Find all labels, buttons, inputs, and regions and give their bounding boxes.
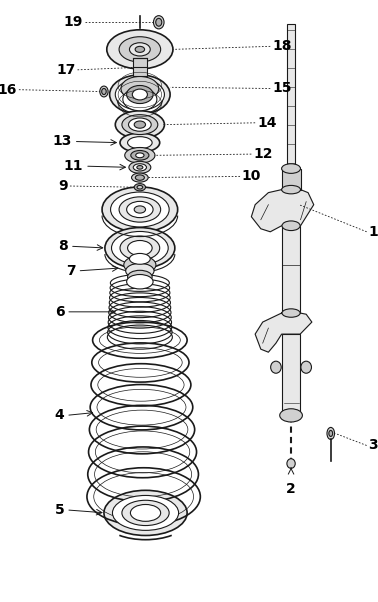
Ellipse shape bbox=[156, 18, 162, 26]
Text: 2: 2 bbox=[286, 482, 296, 495]
Ellipse shape bbox=[125, 264, 154, 278]
Text: 10: 10 bbox=[242, 169, 261, 184]
Ellipse shape bbox=[137, 166, 143, 169]
Ellipse shape bbox=[102, 88, 106, 95]
Text: 6: 6 bbox=[55, 305, 64, 319]
Polygon shape bbox=[251, 190, 314, 232]
Ellipse shape bbox=[119, 37, 161, 62]
Text: 1: 1 bbox=[369, 225, 378, 239]
Bar bbox=[282, 334, 300, 415]
Ellipse shape bbox=[134, 206, 146, 213]
Text: 8: 8 bbox=[58, 239, 68, 253]
Ellipse shape bbox=[137, 185, 143, 189]
Ellipse shape bbox=[102, 187, 178, 232]
Ellipse shape bbox=[282, 411, 300, 420]
Ellipse shape bbox=[301, 361, 311, 373]
Text: 9: 9 bbox=[59, 179, 68, 193]
Text: 4: 4 bbox=[54, 408, 64, 423]
Ellipse shape bbox=[129, 253, 150, 264]
Text: 7: 7 bbox=[66, 264, 76, 278]
Ellipse shape bbox=[120, 236, 160, 260]
Ellipse shape bbox=[121, 76, 159, 101]
Ellipse shape bbox=[131, 150, 149, 160]
Ellipse shape bbox=[132, 89, 147, 100]
Ellipse shape bbox=[327, 427, 335, 439]
Ellipse shape bbox=[104, 490, 187, 536]
Ellipse shape bbox=[130, 504, 161, 521]
Ellipse shape bbox=[129, 118, 151, 131]
Ellipse shape bbox=[153, 16, 164, 29]
Text: 5: 5 bbox=[54, 503, 64, 517]
Text: 19: 19 bbox=[64, 15, 83, 29]
Ellipse shape bbox=[136, 153, 144, 158]
Ellipse shape bbox=[134, 184, 146, 191]
Text: 17: 17 bbox=[56, 63, 76, 77]
Polygon shape bbox=[255, 313, 312, 352]
Ellipse shape bbox=[134, 121, 146, 128]
Ellipse shape bbox=[135, 46, 144, 52]
Ellipse shape bbox=[123, 88, 157, 111]
Ellipse shape bbox=[282, 185, 301, 194]
Ellipse shape bbox=[282, 221, 300, 231]
Ellipse shape bbox=[280, 409, 302, 422]
Text: 3: 3 bbox=[369, 438, 378, 453]
Text: 14: 14 bbox=[257, 116, 277, 130]
Text: 18: 18 bbox=[272, 39, 292, 54]
Text: 16: 16 bbox=[0, 82, 17, 97]
Ellipse shape bbox=[127, 241, 152, 255]
Ellipse shape bbox=[282, 309, 300, 317]
Bar bbox=[282, 169, 301, 190]
Ellipse shape bbox=[135, 175, 144, 181]
Ellipse shape bbox=[271, 361, 281, 373]
Ellipse shape bbox=[127, 201, 153, 218]
Ellipse shape bbox=[100, 86, 108, 97]
Ellipse shape bbox=[122, 114, 158, 135]
Ellipse shape bbox=[122, 500, 169, 526]
Ellipse shape bbox=[127, 137, 152, 149]
Ellipse shape bbox=[115, 79, 164, 110]
Ellipse shape bbox=[110, 75, 170, 114]
Ellipse shape bbox=[287, 459, 295, 468]
Bar bbox=[133, 58, 147, 76]
Ellipse shape bbox=[105, 228, 175, 268]
Text: 12: 12 bbox=[253, 147, 273, 161]
Ellipse shape bbox=[117, 85, 163, 114]
Ellipse shape bbox=[129, 161, 151, 173]
Ellipse shape bbox=[120, 133, 160, 152]
Ellipse shape bbox=[115, 111, 164, 138]
Ellipse shape bbox=[110, 192, 169, 227]
Bar bbox=[282, 226, 300, 313]
Ellipse shape bbox=[119, 197, 161, 222]
Ellipse shape bbox=[329, 430, 333, 436]
Ellipse shape bbox=[113, 495, 179, 530]
Ellipse shape bbox=[282, 164, 301, 173]
Ellipse shape bbox=[127, 270, 152, 284]
Ellipse shape bbox=[124, 256, 156, 274]
Ellipse shape bbox=[107, 29, 173, 69]
Ellipse shape bbox=[132, 173, 148, 182]
Ellipse shape bbox=[127, 85, 153, 104]
Text: 11: 11 bbox=[64, 159, 83, 173]
Ellipse shape bbox=[112, 231, 168, 265]
Bar bbox=[287, 24, 295, 169]
Text: 15: 15 bbox=[272, 81, 292, 96]
Ellipse shape bbox=[125, 147, 155, 163]
Text: 13: 13 bbox=[53, 134, 72, 149]
Ellipse shape bbox=[127, 275, 153, 289]
Ellipse shape bbox=[129, 43, 150, 56]
Ellipse shape bbox=[133, 164, 146, 171]
